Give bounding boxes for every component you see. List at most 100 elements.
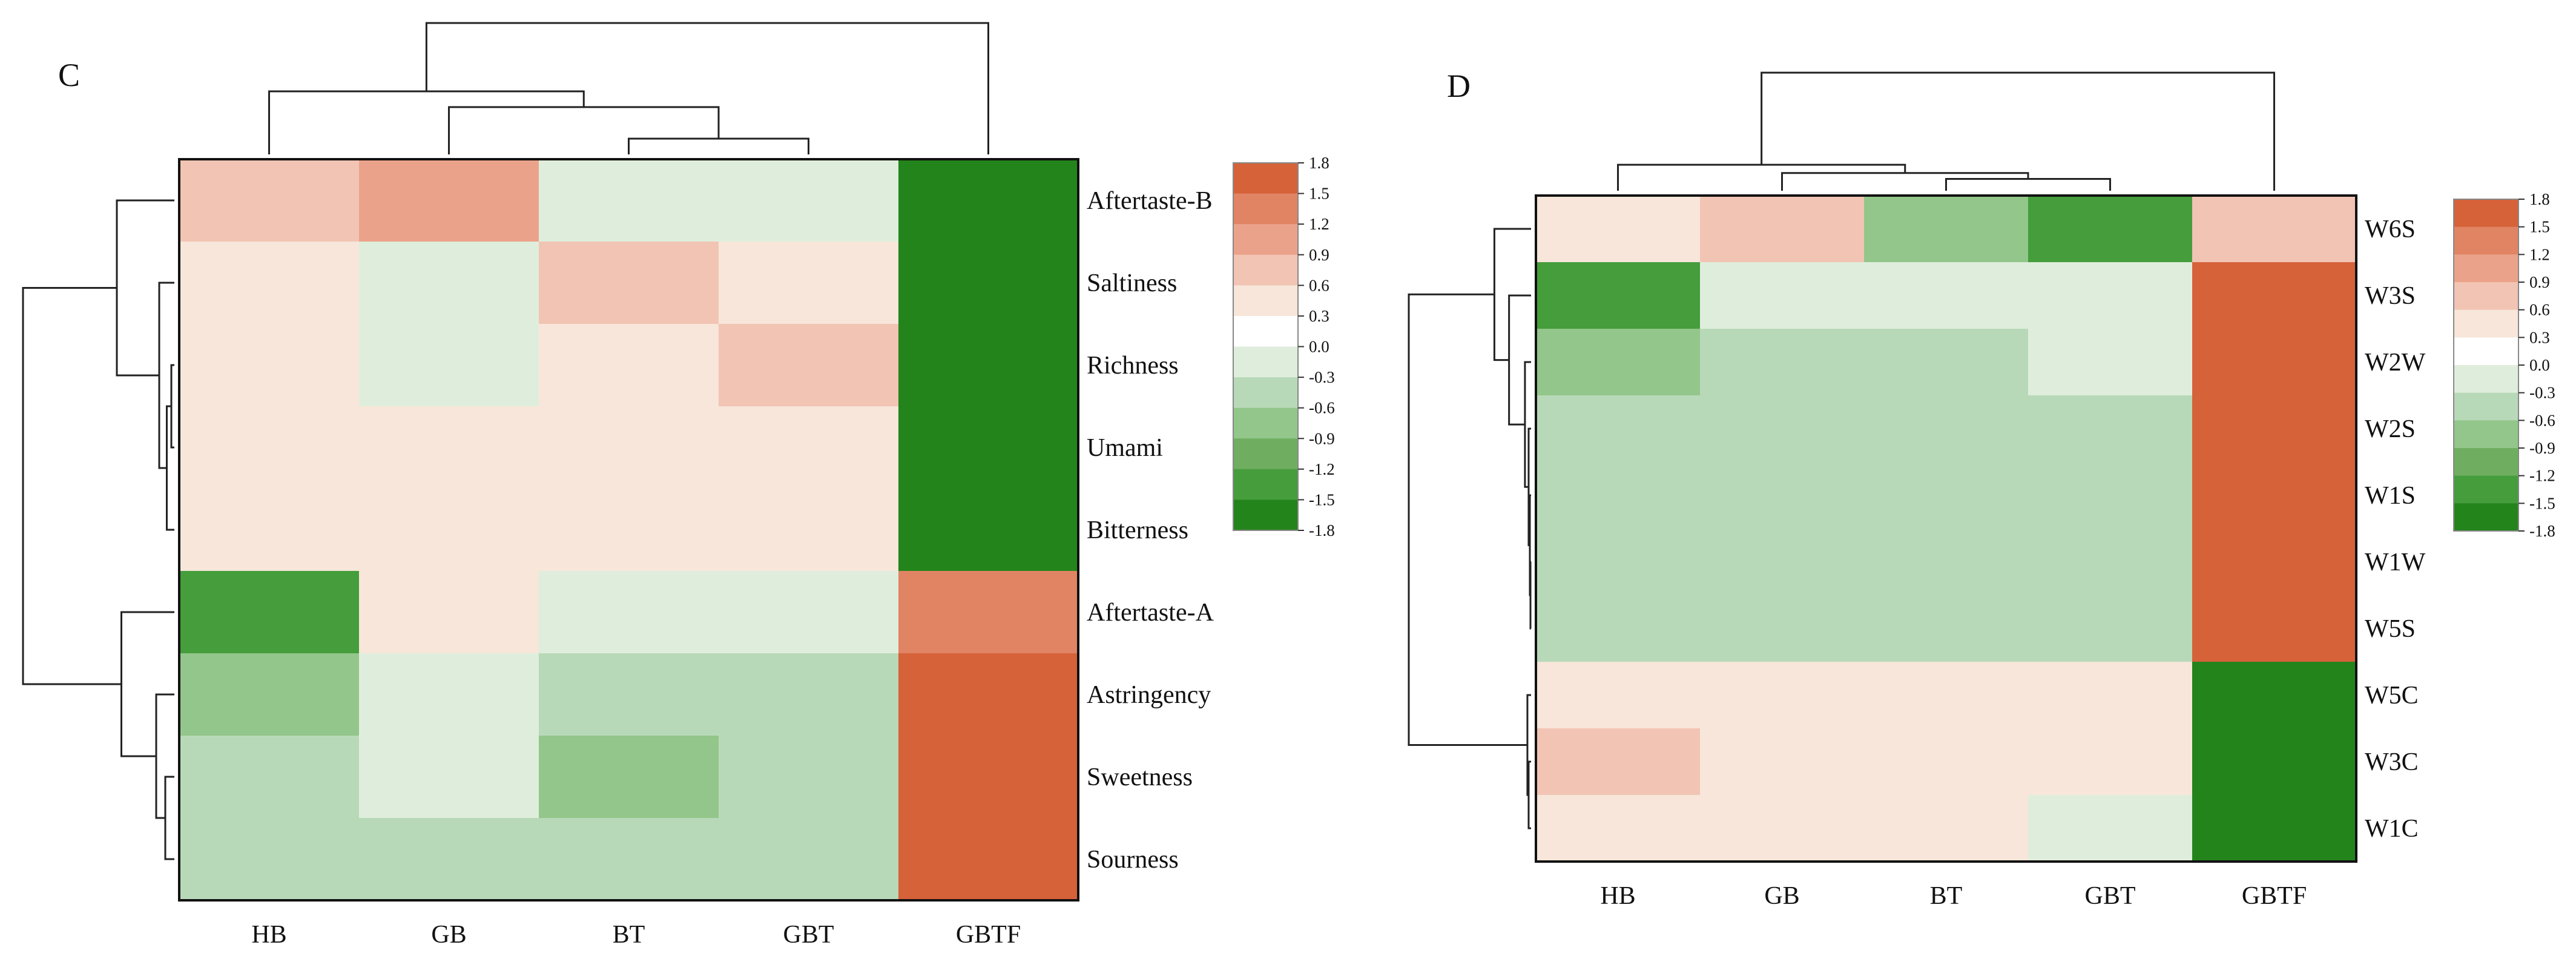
heatmap-cell-c-r7-c1 <box>359 736 539 819</box>
heatmap-cell-c-r7-c0 <box>179 736 360 819</box>
colorbar-segment-c-0 <box>1233 163 1298 194</box>
colorbar-segment-c-3 <box>1233 254 1298 286</box>
heatmap-cell-c-r3-c4 <box>898 406 1079 489</box>
col-label-c-0: HB <box>251 921 286 949</box>
row-label-d-8: W3C <box>2365 748 2419 776</box>
colorbar-tick-label-c-7: -0.3 <box>1309 368 1335 386</box>
heatmap-cells-c <box>179 159 1079 901</box>
colorbar-segment-c-7 <box>1233 377 1298 409</box>
heatmap-cell-c-r0-c2 <box>539 159 719 242</box>
col-label-d-4: GBTF <box>2242 882 2307 910</box>
colorbar-tick-label-d-9: -0.9 <box>2529 439 2555 457</box>
col-label-c-3: GBT <box>783 921 834 949</box>
colorbar-tick-label-c-3: 0.9 <box>1309 246 1329 264</box>
row-label-d-4: W1S <box>2365 482 2416 510</box>
row-label-c-7: Sweetness <box>1087 763 1193 791</box>
dendrograms-c <box>22 22 989 860</box>
heatmap-cell-d-r0-c4 <box>2192 196 2357 263</box>
heatmap-cell-d-r1-c3 <box>2028 262 2193 329</box>
colorbar-tick-label-d-1: 1.5 <box>2529 218 2550 236</box>
row-d-dendrogram-link-5 <box>1493 228 1531 361</box>
heatmap-cell-c-r8-c0 <box>179 818 360 901</box>
heatmap-cell-d-r4-c2 <box>1864 462 2029 529</box>
heatmap-cell-d-r7-c0 <box>1536 662 1701 729</box>
heatmap-cell-c-r8-c4 <box>898 818 1079 901</box>
colorbar-tick-label-d-11: -1.5 <box>2529 494 2555 512</box>
heatmap-cell-c-r4-c3 <box>719 489 899 572</box>
heatmap-cell-d-r1-c4 <box>2192 262 2357 329</box>
colorbar-segment-c-9 <box>1233 438 1298 470</box>
heatmap-cell-c-r7-c4 <box>898 736 1079 819</box>
col-d-dendrogram-link-3 <box>1761 71 2275 191</box>
heatmap-cell-d-r8-c4 <box>2192 728 2357 796</box>
row-label-c-8: Sourness <box>1087 846 1179 874</box>
heatmap-cell-c-r3-c2 <box>539 406 719 489</box>
heatmap-cell-c-r4-c0 <box>179 489 360 572</box>
heatmap-cell-c-r1-c2 <box>539 242 719 325</box>
heatmap-cell-d-r0-c1 <box>1700 196 1865 263</box>
heatmap-cell-d-r8-c1 <box>1700 728 1865 796</box>
colorbar-tick-label-c-2: 1.2 <box>1309 215 1329 233</box>
heatmap-cell-c-r8-c3 <box>719 818 899 901</box>
heatmap-cell-c-r1-c4 <box>898 242 1079 325</box>
col-label-d-3: GBT <box>2085 882 2136 910</box>
row-label-c-3: Umami <box>1087 434 1163 462</box>
heatmap-cell-c-r6-c1 <box>359 653 539 736</box>
row-d-dendrogram-link-6 <box>1527 760 1531 829</box>
heatmap-border-c <box>178 158 1079 902</box>
row-d-dendrogram-link-4 <box>1508 294 1531 426</box>
col-d-dendrogram-link-1 <box>1781 172 2029 191</box>
heatmap-cell-d-r7-c1 <box>1700 662 1865 729</box>
heatmap-cell-c-r5-c1 <box>359 571 539 654</box>
heatmap-cell-c-r1-c3 <box>719 242 899 325</box>
heatmap-cell-c-r5-c2 <box>539 571 719 654</box>
colorbar-segment-c-6 <box>1233 346 1298 378</box>
col-c-dendrogram-link-1 <box>448 106 720 154</box>
heatmap-cell-d-r8-c3 <box>2028 728 2193 796</box>
colorbar-tick-label-d-6: 0.0 <box>2529 356 2550 374</box>
heatmap-cell-d-r6-c0 <box>1536 595 1701 662</box>
heatmap-cell-d-r4-c4 <box>2192 462 2357 529</box>
colorbar-segment-c-4 <box>1233 285 1298 317</box>
row-label-d-6: W5S <box>2365 615 2416 643</box>
heatmap-cell-d-r3-c3 <box>2028 395 2193 463</box>
colorbar-segment-c-2 <box>1233 224 1298 255</box>
heatmap-cell-d-r1-c1 <box>1700 262 1865 329</box>
heatmap-cell-d-r0-c0 <box>1536 196 1701 263</box>
heatmap-cell-d-r9-c0 <box>1536 795 1701 862</box>
heatmap-cell-d-r9-c3 <box>2028 795 2193 862</box>
heatmap-border-d <box>1535 194 2357 863</box>
colorbar-tick-label-d-8: -0.6 <box>2529 411 2555 429</box>
heatmap-cell-c-r5-c0 <box>179 571 360 654</box>
row-label-d-1: W3S <box>2365 282 2416 310</box>
heatmap-cell-c-r6-c2 <box>539 653 719 736</box>
colorbar-tick-label-c-6: 0.0 <box>1309 338 1329 356</box>
row-label-c-4: Bitterness <box>1087 516 1188 544</box>
heatmap-cell-d-r3-c2 <box>1864 395 2029 463</box>
heatmap-cell-c-r8-c1 <box>359 818 539 901</box>
colorbar-segment-d-4 <box>2454 309 2518 338</box>
col-d-dendrogram-link-0 <box>1945 178 2111 191</box>
col-label-c-1: GB <box>431 921 466 949</box>
col-c-dendrogram-link-2 <box>268 90 585 154</box>
colorbar-segment-c-1 <box>1233 193 1298 225</box>
heatmap-cells-d <box>1536 196 2357 862</box>
colorbar-tick-label-c-12: -1.8 <box>1309 521 1335 539</box>
heatmap-cell-c-r2-c3 <box>719 324 899 407</box>
heatmap-cell-d-r9-c1 <box>1700 795 1865 862</box>
heatmap-cell-d-r0-c2 <box>1864 196 2029 263</box>
row-label-d-9: W1C <box>2365 815 2419 843</box>
heatmap-cell-c-r6-c4 <box>898 653 1079 736</box>
row-label-c-0: Aftertaste-B <box>1087 187 1213 215</box>
heatmap-cell-d-r5-c3 <box>2028 529 2193 596</box>
heatmap-cell-d-r6-c4 <box>2192 595 2357 662</box>
colorbar-segment-d-1 <box>2454 226 2518 255</box>
heatmap-cell-d-r1-c0 <box>1536 262 1701 329</box>
row-label-d-3: W2S <box>2365 415 2416 443</box>
colorbar-segment-d-0 <box>2454 199 2518 228</box>
row-label-d-2: W2W <box>2365 349 2426 377</box>
heatmap-cell-c-r2-c4 <box>898 324 1079 407</box>
heatmap-cell-c-r3-c1 <box>359 406 539 489</box>
col-c-dendrogram-link-3 <box>425 22 989 154</box>
